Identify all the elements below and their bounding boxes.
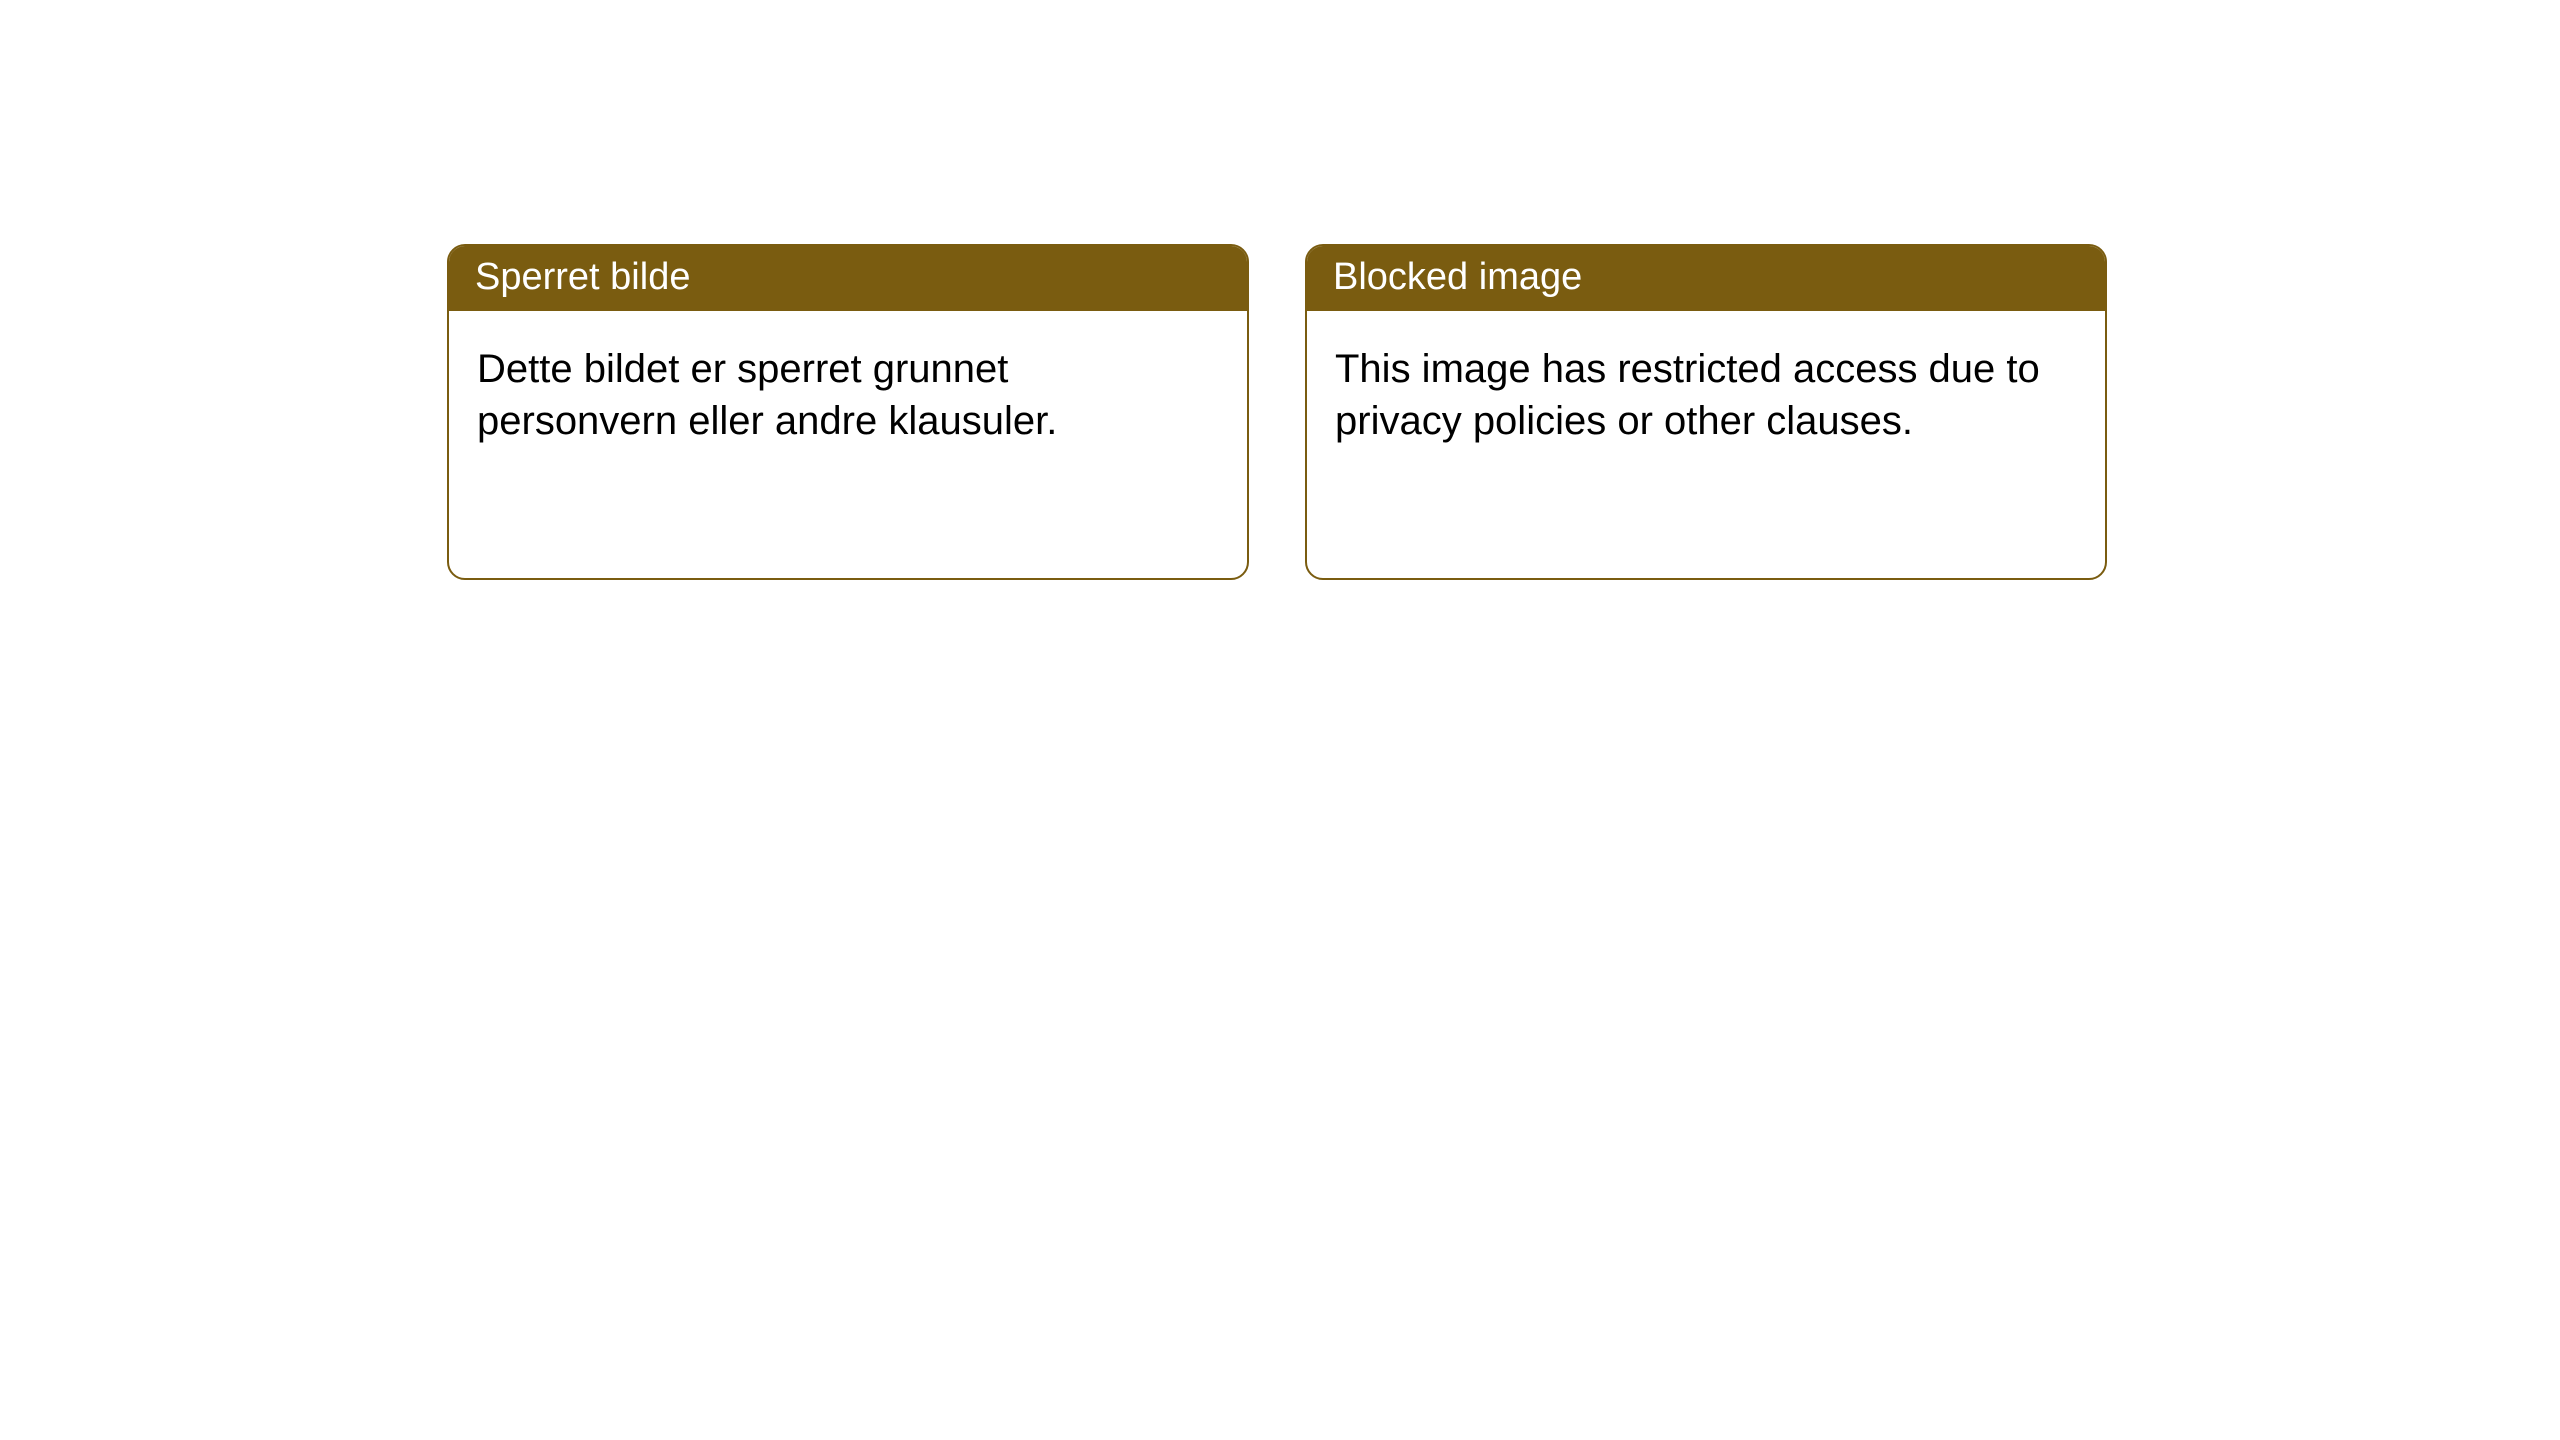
card-header-no: Sperret bilde — [449, 246, 1247, 311]
cards-container: Sperret bilde Dette bildet er sperret gr… — [0, 0, 2560, 580]
blocked-image-card-no: Sperret bilde Dette bildet er sperret gr… — [447, 244, 1249, 580]
blocked-image-card-en: Blocked image This image has restricted … — [1305, 244, 2107, 580]
card-header-en: Blocked image — [1307, 246, 2105, 311]
card-body-en: This image has restricted access due to … — [1307, 311, 2105, 479]
card-body-no: Dette bildet er sperret grunnet personve… — [449, 311, 1247, 479]
